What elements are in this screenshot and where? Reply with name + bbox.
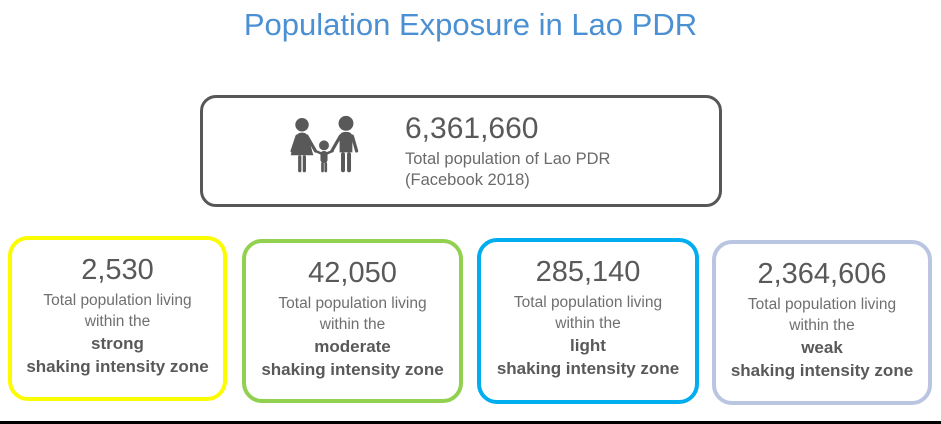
zone-label-line2: within the [555, 315, 621, 332]
zone-label-line1: Total population living [43, 292, 192, 309]
total-population-source: (Facebook 2018) [405, 170, 530, 189]
family-icon [285, 115, 363, 187]
zone-label-line1: Total population living [747, 296, 897, 313]
total-population-value: 6,361,660 [405, 111, 539, 145]
zone-label-line1: Total population living [278, 295, 427, 312]
zone-name: strong [91, 334, 144, 353]
zone-label-line2: within the [84, 313, 151, 330]
zone-suffix: shaking intensity zone [26, 357, 209, 376]
zone-card-light: 285,140 Total population living within t… [477, 238, 699, 404]
zone-suffix: shaking intensity zone [730, 361, 914, 380]
zone-label-line2: within the [319, 316, 386, 333]
total-population-label: Total population of Lao PDR [405, 149, 611, 168]
zone-value: 42,050 [308, 257, 397, 289]
zone-name: light [570, 336, 606, 355]
zone-value: 285,140 [535, 256, 641, 288]
total-card-text: 6,361,660 Total population of Lao PDR (F… [405, 112, 610, 191]
zone-card-moderate: 42,050 Total population living within th… [242, 239, 463, 403]
zone-card-strong: 2,530 Total population living within the… [8, 236, 227, 401]
zone-name: weak [801, 338, 843, 357]
zone-suffix: shaking intensity zone [496, 359, 680, 378]
zone-card-weak: 2,364,606 Total population living within… [712, 240, 932, 405]
page-title: Population Exposure in Lao PDR [243, 7, 698, 42]
zone-name: moderate [314, 337, 391, 356]
zone-value: 2,530 [81, 254, 154, 286]
zone-label-line1: Total population living [513, 294, 663, 311]
zone-suffix: shaking intensity zone [261, 360, 444, 379]
zone-value: 2,364,606 [757, 258, 887, 290]
total-population-card: 6,361,660 Total population of Lao PDR (F… [200, 95, 722, 207]
bottom-border-bar [0, 421, 941, 424]
zone-label-line2: within the [789, 317, 855, 334]
